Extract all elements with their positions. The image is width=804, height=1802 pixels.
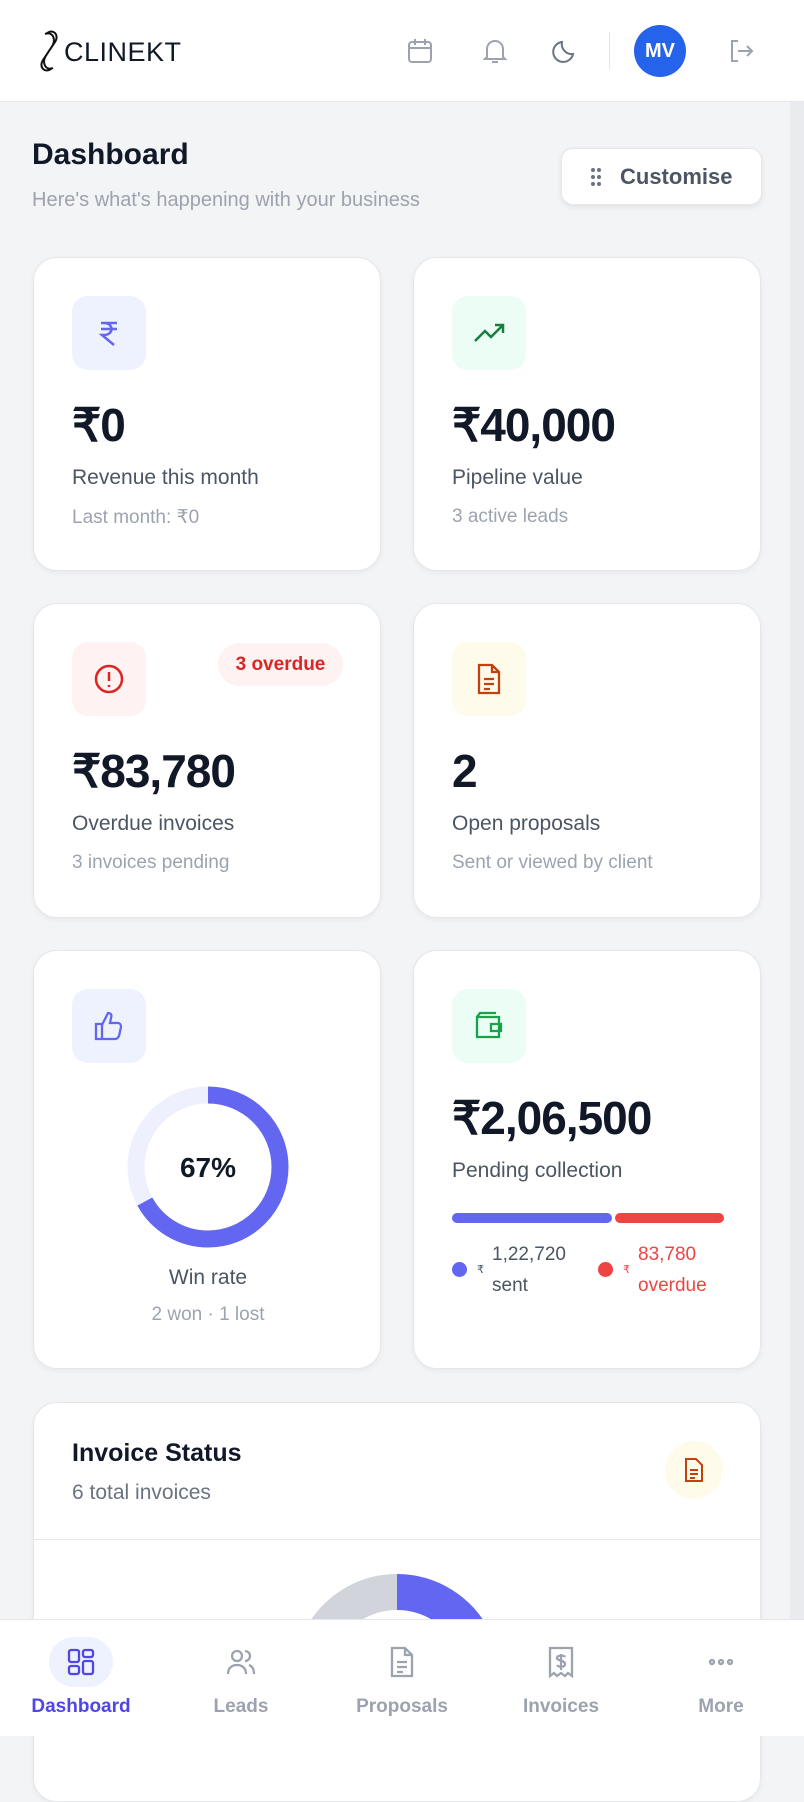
bar-segment (452, 1213, 612, 1223)
active-pill (49, 1637, 113, 1687)
divider (609, 32, 610, 70)
calendar-icon[interactable] (406, 37, 434, 65)
card-label: Pipeline value (452, 466, 583, 489)
pending-card[interactable]: ₹2,06,500 Pending collection ₹1,22,720 se… (413, 950, 761, 1369)
icon-box (72, 989, 146, 1063)
logo-mark (40, 30, 58, 72)
card-sub: Sent or viewed by client (452, 852, 653, 873)
section-title: Invoice Status (72, 1439, 242, 1467)
win-rate-donut: 67% (127, 1086, 289, 1248)
card-value: ₹40,000 (452, 399, 616, 451)
legend-dot (452, 1262, 467, 1277)
nav-label: Invoices (522, 1696, 600, 1717)
legend-value: 83,780 (638, 1244, 697, 1265)
icon-box (452, 989, 526, 1063)
currency: ₹ (477, 1264, 484, 1276)
legend-name: overdue (638, 1275, 707, 1296)
nav-label: Dashboard (31, 1696, 131, 1717)
nav-item[interactable]: Invoices (481, 1620, 641, 1737)
nav-icon (548, 1646, 574, 1678)
donut-label: 67% (180, 1152, 236, 1183)
logout-icon[interactable] (728, 38, 756, 64)
card-value: 2 (452, 745, 478, 797)
card-value: ₹2,06,500 (452, 1092, 652, 1144)
card-label: Open proposals (452, 812, 601, 835)
header: CLINEKT MV (0, 0, 804, 102)
nav-label: Proposals (356, 1696, 448, 1717)
card-sub: 3 active leads (452, 506, 569, 527)
nav-icon (67, 1648, 95, 1676)
card-value: ₹0 (72, 399, 126, 451)
nav-label: Leads (213, 1696, 269, 1717)
theme-icon[interactable] (551, 37, 579, 65)
overdue-badge: 3 overdue (218, 643, 343, 686)
alert-icon (94, 664, 124, 694)
brand: CLINEKT (64, 37, 182, 67)
nav-item[interactable]: Dashboard (1, 1620, 161, 1737)
nav-item[interactable]: Proposals (322, 1620, 482, 1737)
win-rate-label: Win rate (168, 1266, 248, 1289)
card-label: Revenue this month (72, 466, 259, 489)
nav-item[interactable]: More (641, 1620, 801, 1737)
nav-icon (390, 1646, 414, 1678)
icon-box (665, 1441, 723, 1499)
card-label: Pending collection (452, 1159, 623, 1182)
wallet-icon (475, 1011, 503, 1039)
bottom-nav: Dashboard Leads Proposals Invoices More (0, 1619, 804, 1736)
win-rate-sub: 2 won · 1 lost (151, 1304, 265, 1325)
legend-dot (598, 1262, 613, 1277)
divider (34, 1539, 760, 1540)
nav-icon (708, 1658, 734, 1666)
card-sub: Last month: ₹0 (72, 507, 200, 528)
card-label: Overdue invoices (72, 812, 235, 835)
trend-icon (474, 323, 505, 342)
bell-icon[interactable] (481, 37, 509, 65)
nav-icon (226, 1649, 256, 1675)
icon-box (452, 642, 526, 716)
legend-value: 1,22,720 (492, 1244, 566, 1265)
card-value: ₹83,780 (72, 745, 236, 797)
avatar[interactable]: MV (634, 25, 686, 77)
proposals-card[interactable]: 2 Open proposals Sent or viewed by clien… (413, 603, 761, 918)
currency: ₹ (623, 1264, 630, 1276)
nav-item[interactable]: Leads (161, 1620, 321, 1737)
icon-box (72, 642, 146, 716)
win-rate-card[interactable]: 67% Win rate 2 won · 1 lost (33, 950, 381, 1369)
thumb-icon (94, 1011, 123, 1041)
card-sub: 3 invoices pending (72, 852, 230, 873)
scrollbar (790, 102, 804, 1619)
pipeline-card[interactable]: ₹40,000 Pipeline value 3 active leads (413, 257, 761, 571)
page-subtitle: Here's what's happening with your busine… (32, 189, 420, 211)
invoice-status-card[interactable]: Invoice Status 6 total invoices (33, 1402, 761, 1802)
doc-icon (685, 1458, 703, 1482)
rupee-icon (98, 321, 117, 346)
customise-button[interactable]: Customise (561, 148, 762, 205)
customise-label: Customise (620, 164, 733, 189)
doc-icon (477, 663, 501, 695)
icon-box (452, 296, 526, 370)
revenue-card[interactable]: ₹0 Revenue this month Last month: ₹0 (33, 257, 381, 571)
donut-arc (127, 1086, 289, 1248)
bar-segment (614, 1213, 724, 1223)
section-sub: 6 total invoices (72, 1481, 211, 1504)
icon-box (72, 296, 146, 370)
legend-name: sent (492, 1275, 528, 1296)
nav-label: More (698, 1696, 744, 1717)
drag-icon (591, 168, 601, 186)
page-title: Dashboard (32, 138, 189, 171)
overdue-card[interactable]: 3 overdue ₹83,780 Overdue invoices 3 inv… (33, 603, 381, 918)
